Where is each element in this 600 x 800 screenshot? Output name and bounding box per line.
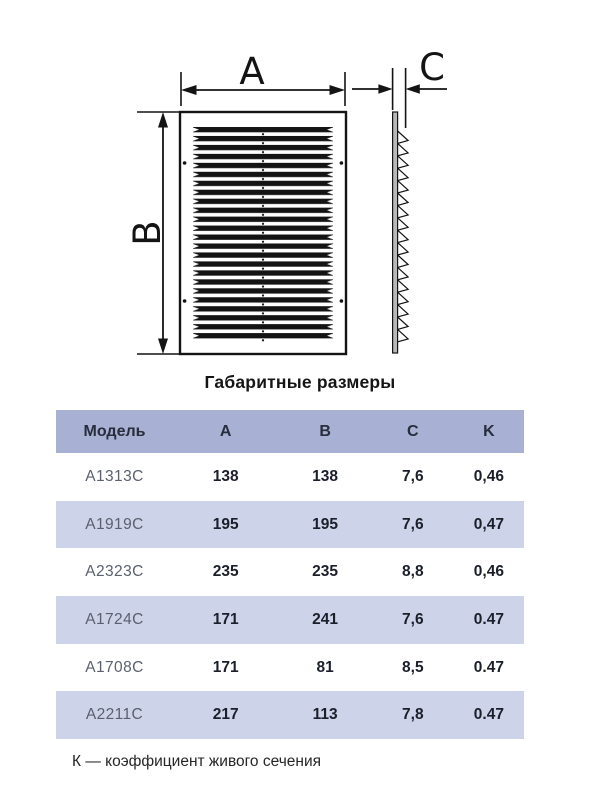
value-a: 138 bbox=[212, 467, 239, 485]
grille-side-view bbox=[392, 111, 409, 354]
table-row: A2323C 235 235 8,8 0,46 bbox=[56, 548, 524, 597]
table-row: A1313C 138 138 7,6 0,46 bbox=[56, 453, 524, 501]
grille-front-view bbox=[178, 110, 348, 356]
value-b: 138 bbox=[312, 467, 339, 485]
table-row: A1724C 171 241 7,6 0.47 bbox=[56, 596, 524, 644]
value-c: 8,5 bbox=[402, 658, 424, 676]
value-a: 171 bbox=[212, 610, 239, 628]
model-cell: A1919C bbox=[85, 515, 144, 533]
value-b: 241 bbox=[312, 610, 339, 628]
model-cell: A1724C bbox=[85, 610, 144, 628]
col-header-b: B bbox=[319, 422, 331, 440]
col-header-c: C bbox=[407, 422, 419, 440]
table-row: A2211C 217 113 7,8 0.47 bbox=[56, 691, 524, 740]
dimension-a: A bbox=[180, 50, 346, 106]
col-header-a: A bbox=[219, 422, 232, 440]
value-c: 7,6 bbox=[402, 515, 424, 533]
value-k: 0,47 bbox=[473, 515, 504, 533]
dimension-b: B bbox=[126, 111, 180, 355]
value-a: 171 bbox=[212, 658, 239, 676]
value-b: 113 bbox=[312, 706, 338, 724]
grille-dimension-svg: A B bbox=[126, 46, 447, 356]
value-b: 195 bbox=[312, 515, 339, 533]
col-header-model: Модель bbox=[83, 422, 146, 440]
dimension-b-label: B bbox=[126, 220, 169, 245]
dimension-a-label: A bbox=[239, 50, 264, 93]
table-row: A1919C 195 195 7,6 0,47 bbox=[56, 500, 524, 549]
value-k: 0,46 bbox=[473, 467, 504, 485]
dimension-c: C bbox=[352, 46, 447, 128]
table-header-row: Модель A B C K bbox=[56, 410, 524, 453]
footnote: К — коэффициент живого сечения bbox=[72, 753, 322, 770]
value-c: 8,8 bbox=[402, 563, 424, 581]
value-k: 0.47 bbox=[473, 658, 504, 676]
dimensions-table: Модель A B C K A1313C 138 138 7,6 0,46 A… bbox=[56, 410, 524, 740]
louver-slats bbox=[193, 127, 333, 342]
drawing-caption: Габаритные размеры bbox=[204, 372, 396, 392]
value-k: 0,46 bbox=[473, 563, 504, 581]
col-header-k: K bbox=[483, 422, 495, 440]
table-row: A1708C 171 81 8,5 0.47 bbox=[56, 643, 524, 692]
model-cell: A1313C bbox=[85, 467, 144, 485]
model-cell: A2211C bbox=[85, 706, 144, 724]
value-c: 7,8 bbox=[402, 706, 424, 724]
value-a: 217 bbox=[212, 706, 239, 724]
model-cell: A2323C bbox=[85, 563, 144, 581]
dimension-c-label: C bbox=[419, 46, 445, 89]
value-k: 0.47 bbox=[473, 706, 504, 724]
value-c: 7,6 bbox=[402, 467, 424, 485]
value-c: 7,6 bbox=[402, 610, 424, 628]
value-b: 235 bbox=[312, 563, 339, 581]
dimension-drawing: A B bbox=[126, 46, 447, 356]
value-b: 81 bbox=[316, 658, 334, 676]
value-a: 195 bbox=[212, 515, 239, 533]
value-a: 235 bbox=[212, 563, 239, 581]
model-cell: A1708C bbox=[85, 658, 144, 676]
value-k: 0.47 bbox=[473, 610, 504, 628]
